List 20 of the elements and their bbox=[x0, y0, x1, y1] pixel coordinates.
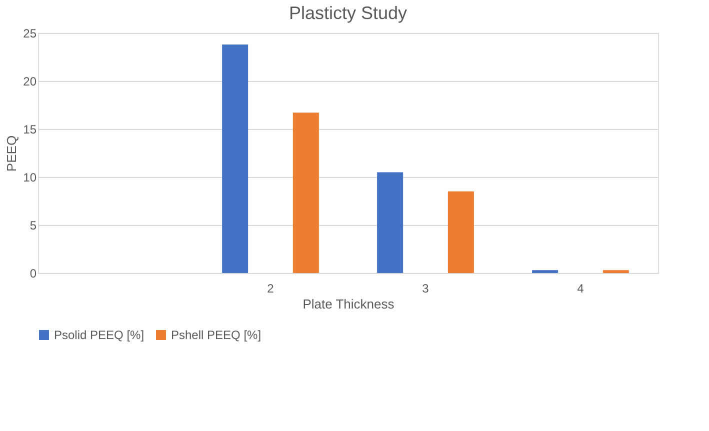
chart-title: Plasticty Study bbox=[288, 3, 408, 23]
bar bbox=[532, 270, 558, 273]
y-axis-title: PEEQ bbox=[4, 135, 20, 172]
bar bbox=[292, 112, 319, 273]
y-tick-label: 25 bbox=[23, 26, 37, 40]
bar bbox=[602, 270, 629, 273]
y-tick-label: 5 bbox=[30, 218, 37, 232]
bar bbox=[222, 44, 248, 273]
legend-label: Pshell PEEQ [%] bbox=[171, 328, 262, 342]
y-tick-label: 20 bbox=[23, 74, 37, 88]
bar bbox=[377, 172, 404, 273]
legend-label: Psolid PEEQ [%] bbox=[54, 328, 144, 342]
x-tick-label: 3 bbox=[422, 282, 430, 296]
y-tick-label: 0 bbox=[30, 266, 37, 280]
y-tick-label: 15 bbox=[23, 122, 37, 136]
y-tick-label: 10 bbox=[23, 170, 37, 184]
bar bbox=[448, 191, 474, 273]
x-tick-label: 2 bbox=[267, 282, 274, 296]
x-tick-label: 4 bbox=[577, 282, 584, 296]
x-axis-title: Plate Thickness bbox=[302, 296, 395, 312]
